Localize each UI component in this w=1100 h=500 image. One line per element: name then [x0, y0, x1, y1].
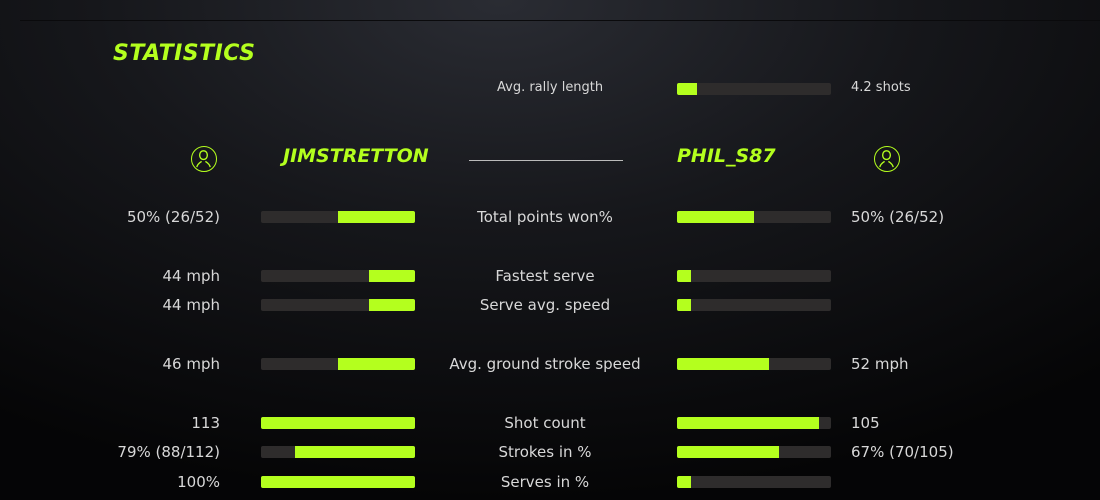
right-bar-fill — [677, 299, 691, 311]
left-value: 50% (26/52) — [126, 208, 220, 226]
rally-label: Avg. rally length — [497, 80, 604, 95]
left-value: 113 — [191, 414, 220, 432]
right-bar-fill — [677, 476, 691, 488]
user-icon — [191, 146, 217, 172]
right-bar-fill — [677, 446, 779, 458]
left-bar — [261, 299, 415, 311]
stat-label: Strokes in % — [498, 443, 592, 461]
player-left-name: JIMSTRETTON — [283, 145, 429, 167]
left-value: 44 mph — [162, 267, 221, 285]
header-divider — [469, 160, 623, 161]
right-value: 67% (70/105) — [851, 443, 954, 461]
stat-label: Shot count — [504, 414, 586, 432]
left-value: 44 mph — [162, 296, 221, 314]
right-bar — [677, 476, 831, 488]
left-bar-fill — [368, 270, 415, 282]
right-bar-fill — [677, 358, 770, 370]
left-value: 46 mph — [162, 355, 221, 373]
right-bar-fill — [677, 270, 691, 282]
stat-label: Serves in % — [500, 473, 590, 491]
left-value: 100% — [177, 473, 220, 491]
right-value: 52 mph — [851, 355, 909, 373]
rally-bar-fill — [677, 83, 698, 95]
left-bar-fill — [338, 211, 415, 223]
left-bar — [261, 476, 415, 488]
stat-label: Fastest serve — [495, 267, 595, 285]
left-bar — [261, 446, 415, 458]
left-bar-fill — [338, 358, 415, 370]
left-bar — [261, 358, 415, 370]
stat-label: Serve avg. speed — [479, 296, 611, 314]
right-value: 105 — [851, 414, 880, 432]
right-bar-fill — [677, 417, 819, 429]
left-bar-fill — [261, 417, 415, 429]
left-bar-fill — [294, 446, 415, 458]
left-bar — [261, 270, 415, 282]
right-bar — [677, 358, 831, 370]
user-icon — [874, 146, 900, 172]
stat-label: Avg. ground stroke speed — [449, 355, 641, 373]
left-bar — [261, 211, 415, 223]
right-bar — [677, 446, 831, 458]
rally-bar — [677, 83, 831, 95]
rally-value: 4.2 shots — [851, 80, 911, 95]
right-bar — [677, 211, 831, 223]
left-bar-fill — [368, 299, 415, 311]
top-divider — [20, 20, 1100, 21]
page-title: STATISTICS — [113, 41, 256, 66]
right-value: 50% (26/52) — [851, 208, 945, 226]
stat-label: Total points won% — [477, 208, 613, 226]
right-bar-fill — [677, 211, 754, 223]
left-value: 79% (88/112) — [117, 443, 220, 461]
right-bar — [677, 270, 831, 282]
left-bar — [261, 417, 415, 429]
left-bar-fill — [261, 476, 415, 488]
right-bar — [677, 299, 831, 311]
right-bar — [677, 417, 831, 429]
player-right-name: PHIL_S87 — [677, 145, 776, 167]
